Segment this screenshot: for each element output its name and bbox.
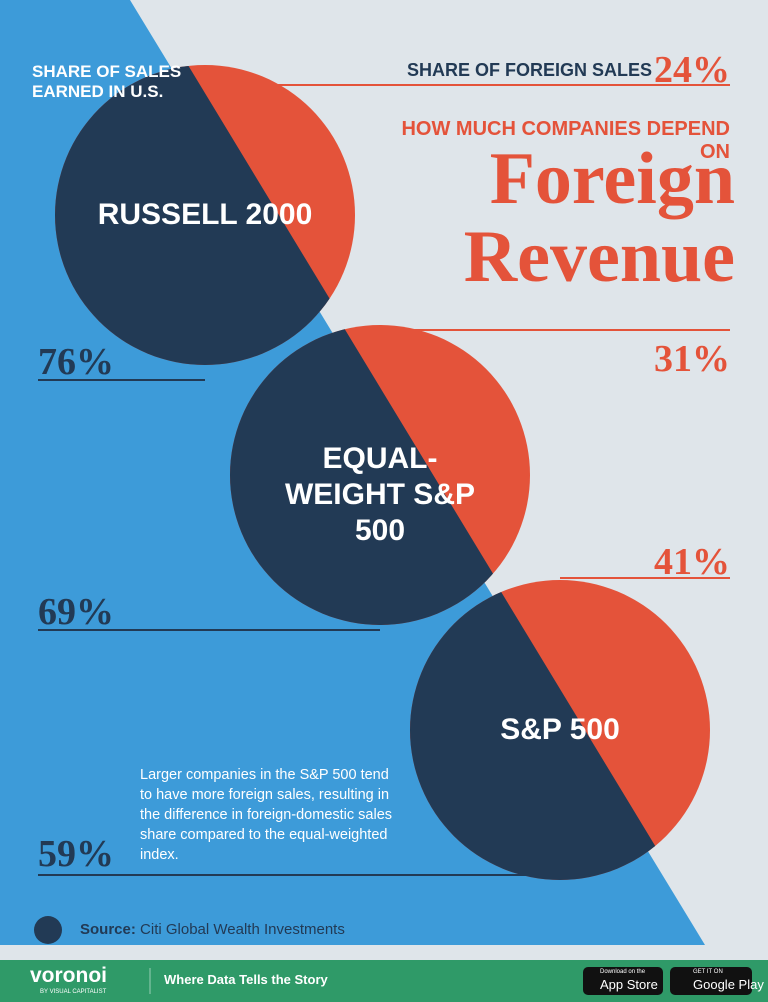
chart-title: Foreign Revenue: [463, 138, 735, 298]
foreign-value-label: 31%: [654, 338, 730, 380]
source-label: Source:: [80, 921, 136, 938]
badge-big: Google Play: [693, 977, 764, 992]
badge[interactable]: [670, 967, 752, 995]
category-label: EQUAL-WEIGHT S&P 500: [284, 442, 475, 547]
badge-small: Download on the: [600, 969, 646, 975]
badge-big: App Store: [600, 977, 658, 992]
brand-sub: BY VISUAL CAPITALIST: [40, 989, 107, 995]
brand: voronoi: [30, 964, 107, 987]
annotation: Larger companies in the S&P 500 tend to …: [140, 767, 393, 863]
badge[interactable]: [583, 967, 663, 995]
source: Citi Global Wealth Investments: [140, 921, 345, 938]
logo-icon: [34, 916, 62, 944]
tagline: Where Data Tells the Story: [164, 972, 328, 987]
foreign-value-label: 24%: [654, 49, 730, 91]
legend-us: SHARE OF SALES EARNED IN U.S.: [32, 62, 182, 101]
category-label: RUSSELL 2000: [97, 198, 313, 231]
category-label: S&P 500: [500, 713, 620, 746]
us-value-label: 59%: [38, 833, 114, 875]
us-value-label: 69%: [38, 591, 114, 633]
us-value-label: 76%: [38, 341, 114, 383]
foreign-value-label: 41%: [654, 541, 730, 583]
kicker: HOW MUCH COMPANIES DEPEND ON: [401, 118, 730, 163]
badge-small: GET IT ON: [693, 969, 723, 975]
legend-foreign: SHARE OF FOREIGN SALES: [406, 60, 652, 80]
